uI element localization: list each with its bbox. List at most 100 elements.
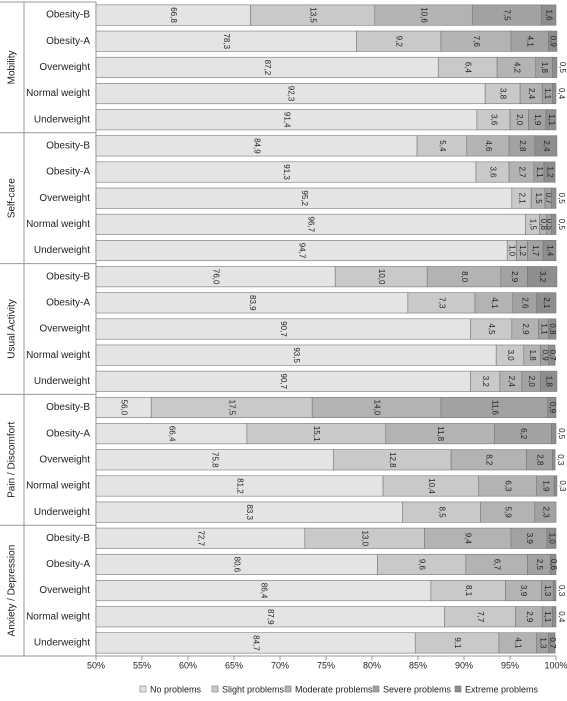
legend-swatch [284, 685, 292, 693]
value-label: 2,7 [517, 166, 526, 178]
value-label: 0,3 [558, 480, 567, 492]
group-label: Usual Activity [7, 299, 18, 358]
legend-swatch [372, 685, 380, 693]
value-label: 4,5 [487, 323, 496, 335]
value-label: 2,1 [517, 193, 526, 205]
value-label: 0,4 [557, 611, 566, 623]
y-tick-label: Obesity-A [46, 167, 90, 178]
value-label: 5,4 [438, 140, 447, 152]
bar-segment [548, 344, 556, 366]
value-label: 3,9 [519, 585, 528, 597]
value-label: 92,3 [286, 86, 295, 102]
value-label: 0,5 [557, 219, 566, 231]
y-tick-label: Overweight [39, 585, 90, 596]
value-label: 1,2 [545, 166, 554, 178]
value-label: 2,3 [541, 507, 550, 519]
y-tick-label: Obesity-A [46, 297, 90, 308]
bar-segment [552, 449, 556, 471]
value-label: 11,6 [490, 400, 499, 416]
value-label: 8,5 [437, 507, 446, 519]
y-tick-label: Overweight [39, 62, 90, 73]
value-label: 4,1 [490, 297, 499, 309]
value-label: 3,8 [499, 88, 508, 100]
value-label: 7,6 [472, 36, 481, 48]
value-label: 66,4 [167, 426, 176, 442]
bar-segment [543, 161, 556, 183]
group-label: Anxiety / Depression [7, 545, 18, 637]
y-tick-label: Underweight [34, 507, 90, 518]
value-label: 2,8 [518, 140, 527, 152]
value-label: 0,9 [549, 36, 558, 48]
value-label: 0,5 [545, 219, 554, 231]
value-label: 10,6 [419, 7, 428, 23]
value-label: 0,5 [558, 62, 567, 74]
value-label: 0,7 [548, 350, 557, 362]
bar-segment [552, 606, 557, 628]
bar-segment [551, 423, 557, 445]
value-label: 1,6 [545, 10, 554, 22]
value-label: 13,0 [361, 530, 370, 546]
value-label: 0,5 [557, 428, 566, 440]
x-tick-label: 95% [501, 660, 519, 670]
bar-segment [551, 213, 557, 235]
y-tick-label: Normal weight [26, 611, 90, 622]
y-tick-label: Overweight [39, 193, 90, 204]
x-tick-label: 60% [179, 660, 197, 670]
y-tick-label: Obesity-A [46, 428, 90, 439]
group-label: Pain / Discomfort [7, 422, 18, 498]
legend-label: Moderate problems [295, 684, 373, 694]
bar-segment [548, 30, 558, 52]
value-label: 1,5 [528, 219, 537, 231]
value-label: 1,0 [508, 245, 517, 257]
bar-segment [553, 475, 558, 497]
value-label: 15,1 [312, 426, 321, 442]
value-label: 0,8 [539, 219, 548, 231]
value-label: 7,7 [476, 611, 485, 623]
value-label: 2,8 [535, 454, 544, 466]
value-label: 2,5 [535, 559, 544, 571]
bar-segment [540, 370, 558, 392]
value-label: 9,4 [464, 533, 473, 545]
bar-segment [534, 501, 557, 523]
value-label: 83,9 [248, 295, 257, 311]
value-label: 0,4 [557, 88, 566, 100]
value-label: 1,1 [543, 88, 552, 100]
value-label: 3,6 [489, 114, 498, 126]
value-label: 1,8 [540, 62, 549, 74]
value-label: 78,3 [222, 33, 231, 49]
value-label: 0,9 [540, 350, 549, 362]
x-tick-label: 100% [544, 660, 567, 670]
value-label: 4,2 [512, 62, 521, 74]
value-label: 2,9 [525, 611, 534, 623]
value-label: 87,9 [266, 609, 275, 625]
value-label: 87,2 [263, 60, 272, 76]
legend-swatch [454, 685, 462, 693]
value-label: 1,3 [539, 637, 548, 649]
value-label: 0,9 [548, 402, 557, 414]
legend-swatch [139, 685, 147, 693]
value-label: 2,9 [521, 323, 530, 335]
value-label: 1,8 [528, 350, 537, 362]
y-tick-label: Underweight [34, 376, 90, 387]
bar-segment [552, 580, 557, 602]
value-label: 90,7 [279, 321, 288, 337]
y-tick-label: Obesity-B [46, 10, 90, 21]
value-label: 1,1 [547, 114, 556, 126]
bar-segment [547, 396, 557, 418]
value-label: 1,1 [535, 166, 544, 178]
value-label: 4,1 [526, 36, 535, 48]
value-label: 75,8 [211, 452, 220, 468]
value-label: 95,2 [300, 190, 309, 206]
value-label: 96,7 [307, 217, 316, 233]
value-label: 10,0 [377, 269, 386, 285]
value-label: 2,4 [542, 140, 551, 152]
value-label: 2,0 [527, 376, 536, 388]
value-label: 76,0 [211, 269, 220, 285]
value-label: 0,5 [557, 193, 566, 205]
bar-segment [527, 266, 558, 288]
legend-label: Extreme problems [465, 684, 539, 694]
value-label: 13,5 [309, 7, 318, 23]
bar-segment [552, 56, 558, 78]
value-label: 90,7 [279, 374, 288, 390]
